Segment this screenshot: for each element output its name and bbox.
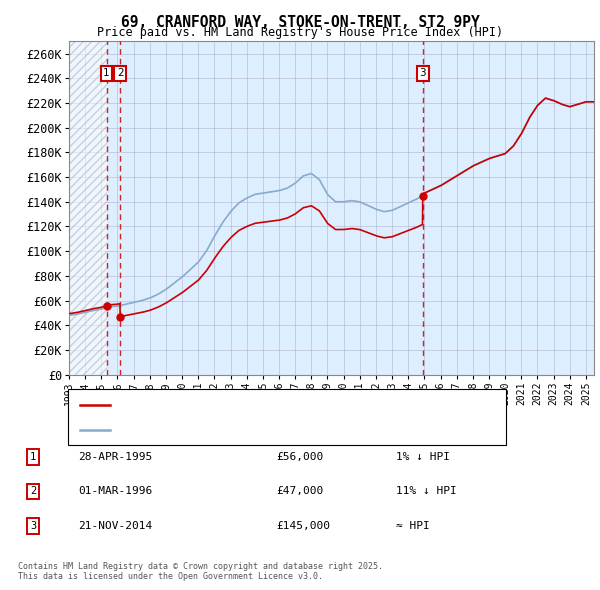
Text: 1% ↓ HPI: 1% ↓ HPI [396, 453, 450, 462]
Text: HPI: Average price, detached house, Stoke-on-Trent: HPI: Average price, detached house, Stok… [117, 425, 430, 435]
Text: 69, CRANFORD WAY, STOKE-ON-TRENT, ST2 9PY: 69, CRANFORD WAY, STOKE-ON-TRENT, ST2 9P… [121, 15, 479, 30]
Bar [69, 41, 107, 375]
Text: 2: 2 [117, 68, 124, 78]
Text: 11% ↓ HPI: 11% ↓ HPI [396, 487, 457, 496]
Text: ≈ HPI: ≈ HPI [396, 521, 430, 530]
Text: £145,000: £145,000 [276, 521, 330, 530]
Text: 3: 3 [30, 521, 36, 530]
Text: £56,000: £56,000 [276, 453, 323, 462]
Text: 3: 3 [419, 68, 426, 78]
Text: 1: 1 [103, 68, 110, 78]
Text: 01-MAR-1996: 01-MAR-1996 [78, 487, 152, 496]
Text: 21-NOV-2014: 21-NOV-2014 [78, 521, 152, 530]
Text: £47,000: £47,000 [276, 487, 323, 496]
Text: 2: 2 [30, 487, 36, 496]
Text: 28-APR-1995: 28-APR-1995 [78, 453, 152, 462]
Text: 69, CRANFORD WAY, STOKE-ON-TRENT, ST2 9PY (detached house): 69, CRANFORD WAY, STOKE-ON-TRENT, ST2 9P… [117, 400, 479, 410]
Text: Contains HM Land Registry data © Crown copyright and database right 2025.
This d: Contains HM Land Registry data © Crown c… [18, 562, 383, 581]
Text: 1: 1 [30, 453, 36, 462]
Text: Price paid vs. HM Land Registry's House Price Index (HPI): Price paid vs. HM Land Registry's House … [97, 26, 503, 39]
